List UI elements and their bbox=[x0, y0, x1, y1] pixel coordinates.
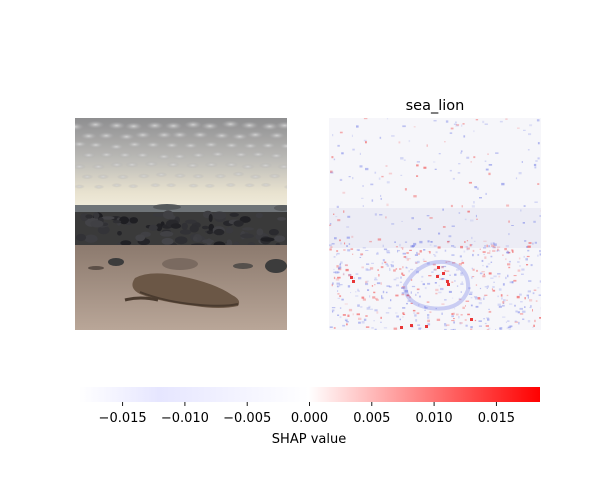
colorbar-label: SHAP value bbox=[272, 432, 346, 447]
colorbar-tick-label: 0.010 bbox=[415, 411, 452, 426]
colorbar-tick-label: 0.000 bbox=[291, 411, 328, 426]
sea-lion-background bbox=[88, 258, 287, 273]
sea-horizon bbox=[75, 205, 287, 215]
clouds bbox=[75, 120, 287, 190]
colorbar-positive-half bbox=[309, 387, 540, 402]
colorbar-tick-label: 0.005 bbox=[353, 411, 390, 426]
colorbar-tick-label: 0.015 bbox=[478, 411, 515, 426]
colorbar-negative-half bbox=[79, 387, 309, 402]
input-image-panel bbox=[75, 118, 287, 330]
colorbar-tick-label: −0.005 bbox=[223, 411, 271, 426]
shap-map-title: sea_lion bbox=[406, 98, 465, 114]
colorbar-tick-label: −0.015 bbox=[99, 411, 147, 426]
colorbar-ticks: −0.015 −0.010 −0.005 0.000 0.005 0.010 0.015 bbox=[99, 402, 515, 426]
colorbar: −0.015 −0.010 −0.005 0.000 0.005 0.010 0.015 S… bbox=[79, 387, 540, 447]
shap-map-panel bbox=[329, 118, 541, 330]
rocks bbox=[75, 210, 287, 250]
colorbar-tick-label: −0.010 bbox=[161, 411, 209, 426]
sea-lion-foreground bbox=[124, 273, 240, 308]
shap-attribution-pixels bbox=[329, 118, 541, 330]
